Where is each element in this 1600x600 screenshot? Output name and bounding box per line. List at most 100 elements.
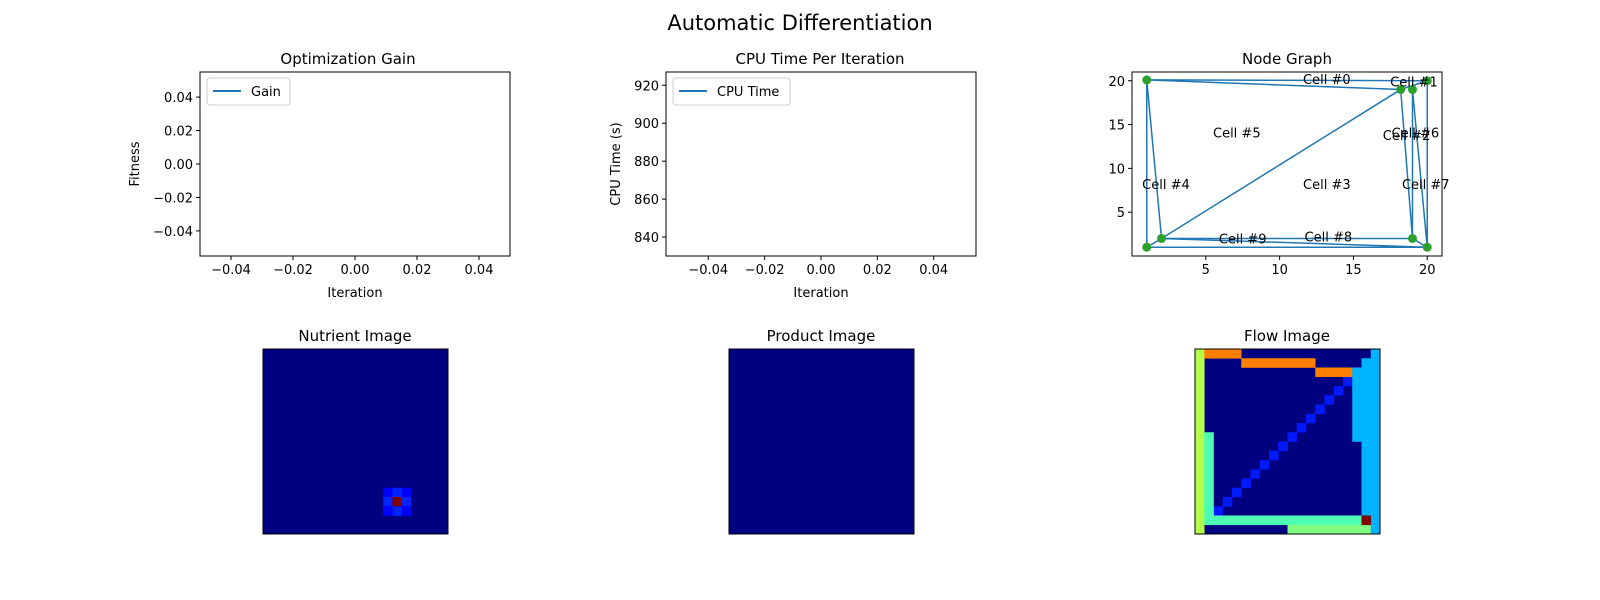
heatmap-region [1241,358,1316,368]
heatmap-background [263,349,448,534]
image-frame [1194,348,1381,535]
graph-node [1422,76,1432,86]
heatmap-cell [401,487,412,498]
legend: Gain [206,77,291,106]
graph-edge [1146,79,1401,91]
y-tick-label: 840 [634,231,659,246]
x-tick-label: 20 [1419,263,1436,278]
heatmap-cells [729,349,914,534]
image-title: Product Image [767,327,876,345]
heatmap-cell [1296,423,1307,433]
heatmap-region [1361,358,1372,516]
heatmap-cell [383,497,393,507]
heatmap-cell [392,497,403,507]
heatmap-cell [401,497,412,507]
heatmap-cell [383,487,393,498]
node-label: Cell #4 [1142,178,1190,193]
node-label: Cell #2 [1383,129,1431,144]
legend-label: CPU Time [717,85,779,100]
node-label: Cell #3 [1303,178,1351,193]
heatmap-cell [1306,413,1316,424]
y-tick-label: 880 [634,155,659,170]
heatmap-region [1315,367,1353,378]
x-ticks: 5 10 15 20 [1202,256,1436,278]
graph-node [1396,85,1406,95]
legend: CPU Time [672,77,791,106]
x-tick-label: 0.04 [919,263,948,278]
heatmap-region [1204,349,1242,359]
node-label: Cell #1 [1390,76,1438,91]
y-ticks: 840 860 880 900 920 [634,79,666,246]
heatmap-cell [1278,441,1288,452]
y-axis-label: CPU Time (s) [609,122,624,205]
graph-nodes [1142,75,1432,252]
graph-edge [1146,79,1163,239]
image-flow: Flow Image [1194,327,1381,535]
image-frame [262,348,449,535]
x-tick-label: −0.04 [211,263,251,278]
x-ticks: −0.04 −0.02 0.00 0.02 0.04 [688,256,948,278]
chart-title: Optimization Gain [280,50,415,68]
graph-node [1157,233,1167,243]
x-tick-label: 5 [1202,263,1210,278]
heatmap-cell [401,506,412,516]
y-tick-label: 0.00 [164,158,193,173]
x-tick-label: 15 [1345,263,1362,278]
node-label: Cell #7 [1402,178,1450,193]
image-title: Nutrient Image [298,327,411,345]
heatmap-background [729,349,914,534]
node-label: Cell #5 [1213,126,1261,141]
heatmap-region [1361,515,1372,526]
graph-node [1407,85,1417,95]
image-product: Product Image [728,327,915,535]
node-label: Cell #6 [1392,126,1440,141]
figure-suptitle: Automatic Differentiation [667,11,932,35]
graph-edge [1411,89,1428,248]
heatmap-cells [1195,349,1381,535]
legend-label: Gain [251,85,281,100]
x-axis-label: Iteration [327,286,382,301]
heatmap-cell [1287,432,1298,442]
y-tick-label: 15 [1108,119,1125,134]
heatmap-region [1352,367,1362,442]
graph-node [1142,75,1152,85]
x-tick-label: −0.02 [273,263,313,278]
heatmap-cell [383,506,393,516]
heatmap-cell [392,506,403,516]
heatmap-region [1195,349,1205,535]
heatmap-cell [1269,450,1279,461]
y-ticks: 5 10 15 20 [1108,75,1132,221]
image-title: Flow Image [1244,327,1330,345]
y-tick-label: 20 [1108,75,1125,90]
y-ticks: −0.04 −0.02 0.00 0.02 0.04 [153,91,200,240]
heatmap-cell [392,487,403,498]
graph-node [1142,242,1152,252]
graph-edge [1146,79,1428,82]
heatmap-cell [1213,506,1224,516]
heatmap-region [1287,524,1372,535]
heatmap-region [1213,515,1372,526]
heatmap-cell [1232,487,1242,498]
x-tick-label: 0.02 [403,263,432,278]
x-tick-label: 0.02 [863,263,892,278]
y-tick-label: 0.02 [164,125,193,140]
y-tick-label: 0.04 [164,91,193,106]
legend-frame [206,77,291,106]
graph-edge [1161,88,1402,240]
graph-edges [1146,79,1428,248]
x-tick-label: 0.00 [341,263,370,278]
image-nutrient: Nutrient Image [262,327,449,535]
chart-optimization-gain: Optimization Gain −0.04 −0.02 0.00 0.02 0.04… [128,50,511,301]
heatmap-cell [1241,478,1251,489]
x-tick-label: −0.04 [688,263,728,278]
x-axis-label: Iteration [793,286,848,301]
x-tick-label: 10 [1271,263,1288,278]
graph-edge [1399,89,1414,239]
y-tick-label: −0.02 [153,191,193,206]
plot-area [665,71,977,257]
image-frame [728,348,915,535]
graph-node [1422,242,1432,252]
y-tick-label: 860 [634,193,659,208]
heatmap-cell [1333,386,1344,396]
heatmap-cell [1259,460,1270,470]
